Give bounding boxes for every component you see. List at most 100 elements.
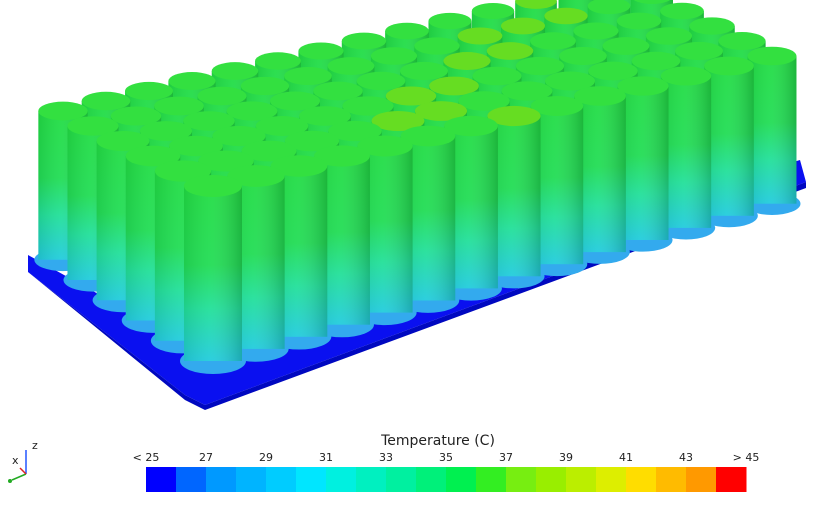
cell-shade	[660, 76, 712, 228]
cell-top	[227, 165, 285, 187]
cell-top	[544, 7, 588, 25]
cell-top	[645, 27, 693, 45]
cell-top	[299, 106, 351, 126]
colorbar-segment	[446, 467, 477, 492]
colorbar-label: 37	[499, 451, 513, 464]
cell-top	[270, 91, 320, 111]
cell-top	[471, 2, 515, 20]
cell-top	[184, 175, 242, 197]
cell-top	[154, 160, 212, 182]
colorbar-segment	[686, 467, 717, 492]
colorbar-segment	[296, 467, 327, 492]
z-label: z	[32, 439, 38, 452]
cell-top	[530, 32, 576, 50]
colorbar-title: Temperature (C)	[380, 433, 495, 449]
colorbar-segment	[476, 467, 507, 492]
colorbar-segment	[716, 467, 747, 492]
colorbar-segment	[596, 467, 627, 492]
cell-top	[197, 86, 247, 106]
colorbar-segment	[536, 467, 567, 492]
colorbar-label: > 45	[733, 451, 760, 464]
battery-cell	[180, 175, 246, 374]
battery-cell	[613, 76, 673, 252]
cell-top	[574, 86, 626, 106]
colorbar-segment	[506, 467, 537, 492]
cell-top	[633, 0, 671, 4]
cell-top	[704, 56, 754, 76]
cell-top	[371, 110, 425, 132]
cell-top	[357, 135, 413, 157]
cell-top	[429, 76, 479, 96]
colorbar-segment	[146, 467, 177, 492]
cell-top	[298, 42, 344, 60]
cell-top	[559, 46, 607, 66]
cell-top	[211, 62, 259, 80]
x-axis	[19, 467, 27, 475]
colorbar-segment	[206, 467, 237, 492]
cell-top	[356, 71, 406, 91]
cell-top	[414, 37, 460, 55]
battery-model	[28, 0, 806, 410]
cell-top	[414, 101, 468, 121]
cell-top	[255, 116, 309, 136]
cell-top	[169, 135, 223, 157]
colorbar-label: 39	[559, 451, 573, 464]
colorbar-label: 35	[439, 451, 453, 464]
cell-top	[154, 96, 204, 116]
colorbar-label: 43	[679, 451, 693, 464]
cell-top	[125, 145, 181, 167]
colorbar-segment	[386, 467, 417, 492]
cell-top	[284, 130, 340, 152]
cell-top	[400, 125, 456, 147]
cell-top	[487, 105, 541, 127]
colorbar-label: 27	[199, 451, 213, 464]
cell-top	[110, 106, 162, 126]
cell-top	[457, 27, 503, 45]
colorbar-segment	[266, 467, 297, 492]
cell-top	[125, 81, 173, 101]
cell-top	[183, 111, 235, 131]
cell-top	[443, 52, 491, 70]
cell-top	[444, 115, 498, 137]
cell-top	[660, 66, 712, 86]
cell-top	[458, 91, 510, 111]
colorbar-segment	[656, 467, 687, 492]
cell-top	[501, 81, 553, 101]
cell-top	[255, 52, 301, 70]
cell-top	[241, 140, 297, 162]
cell-shade	[184, 186, 242, 361]
cell-top	[587, 0, 631, 15]
cell-top	[616, 12, 662, 30]
cell-top	[718, 32, 766, 50]
origin-dot	[8, 479, 12, 483]
cell-top	[588, 61, 638, 81]
colorbar-segment	[566, 467, 597, 492]
cell-shade	[617, 86, 669, 240]
cell-top	[573, 22, 619, 40]
cell-top	[486, 42, 534, 60]
y-axis	[11, 473, 27, 481]
colorbar-segment	[356, 467, 387, 492]
colorbar-label: < 25	[133, 451, 160, 464]
cell-top	[428, 12, 472, 30]
cell-top	[81, 91, 131, 111]
cell-top	[328, 120, 382, 142]
cell-top	[314, 145, 370, 167]
cell-top	[545, 71, 595, 91]
colorbar-segment	[236, 467, 267, 492]
cell-top	[385, 22, 429, 40]
cell-top	[617, 76, 669, 96]
cell-top	[602, 37, 650, 55]
cell-top	[370, 47, 418, 65]
cell-top	[341, 32, 387, 50]
cell-shade	[747, 56, 797, 204]
cell-top	[515, 56, 565, 76]
colorbar: < 25 27 29 31 33 35 37 39 41 43 > 45	[133, 451, 760, 492]
cell-top	[530, 96, 584, 116]
cell-top	[198, 150, 254, 172]
battery-cell	[656, 66, 716, 240]
colorbar-label: 31	[319, 451, 333, 464]
cell-top	[342, 96, 394, 116]
colorbar-segment	[176, 467, 207, 492]
